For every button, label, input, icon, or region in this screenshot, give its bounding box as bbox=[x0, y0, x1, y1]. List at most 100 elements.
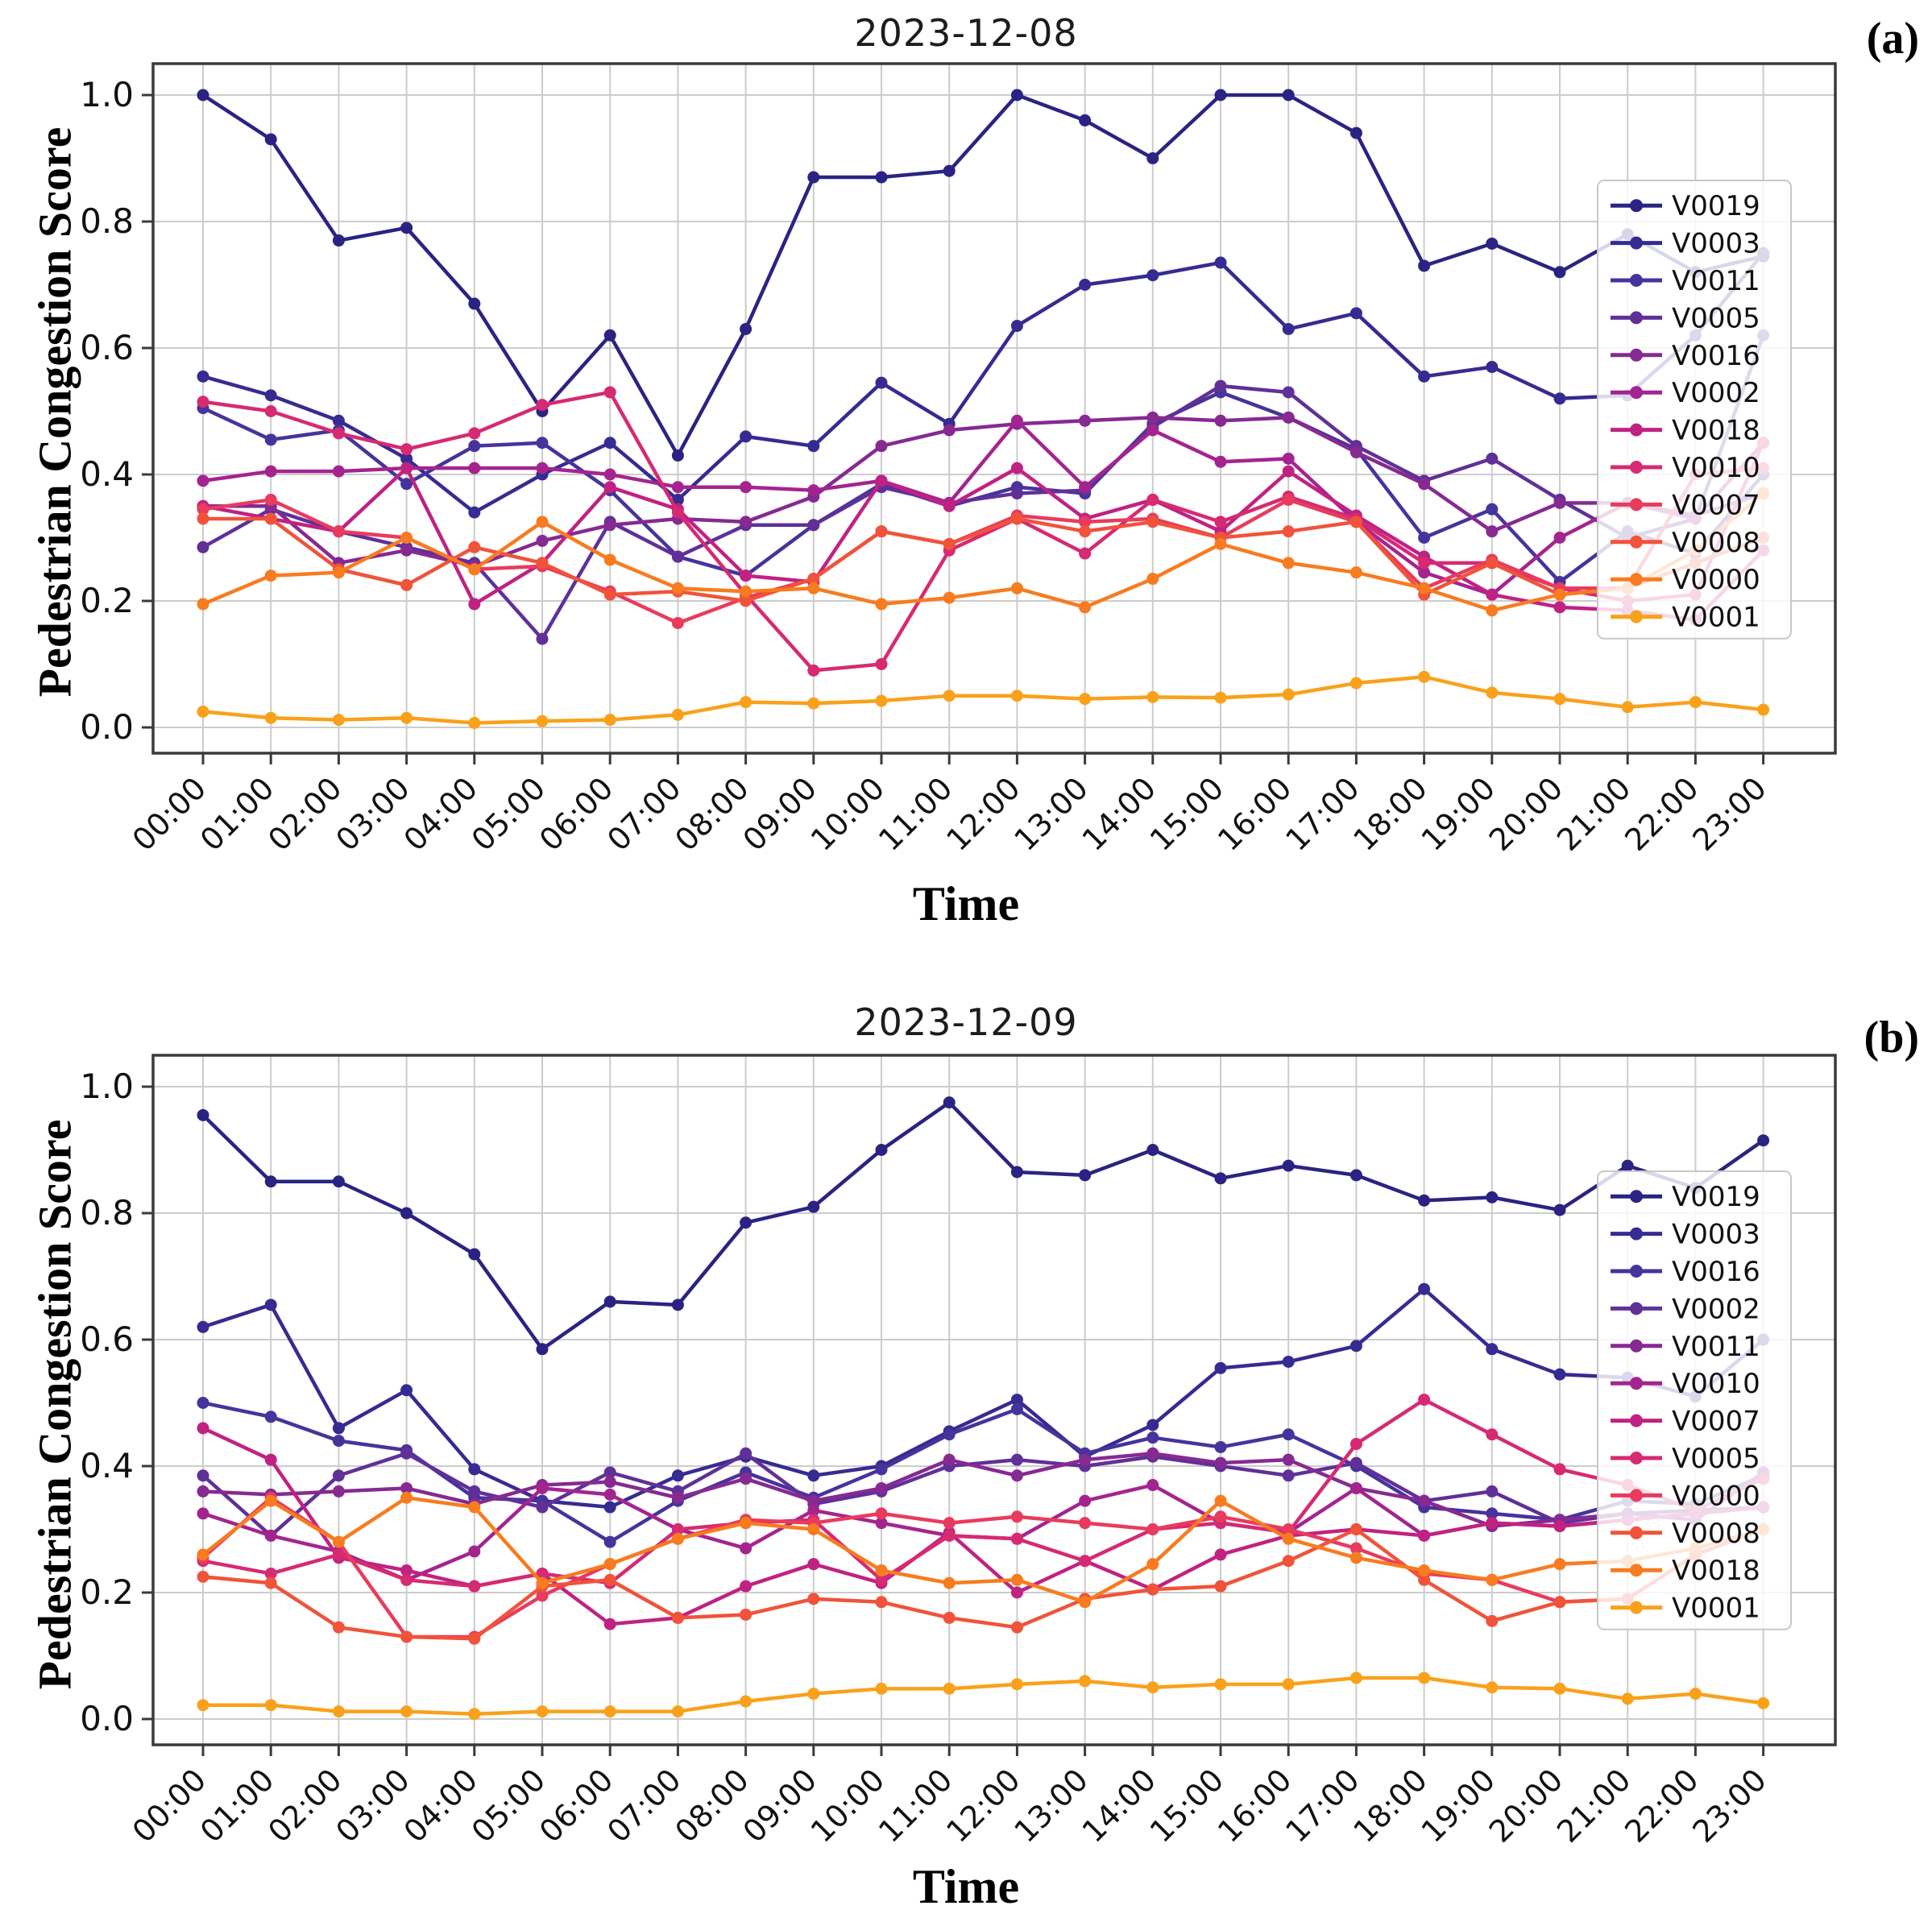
data-point bbox=[875, 1596, 888, 1609]
data-point bbox=[264, 1494, 277, 1507]
data-point bbox=[468, 563, 481, 576]
data-point bbox=[807, 1523, 820, 1535]
data-point bbox=[400, 222, 413, 234]
x-tick-label: 22:00 bbox=[1618, 1762, 1706, 1850]
data-point bbox=[197, 1469, 209, 1482]
data-point bbox=[1079, 1169, 1092, 1182]
data-point bbox=[197, 541, 209, 553]
legend-label: V0018 bbox=[1672, 1555, 1760, 1587]
x-tick-label: 05:00 bbox=[465, 1762, 553, 1850]
legend-entry-V0002: V0002 bbox=[1611, 1293, 1760, 1325]
data-point bbox=[671, 550, 684, 563]
data-point bbox=[1146, 1583, 1159, 1596]
data-point bbox=[1486, 1681, 1499, 1694]
axis-ticks: 00:0001:0002:0003:0004:0005:0006:0007:00… bbox=[80, 75, 1773, 858]
legend-label: V0008 bbox=[1672, 1518, 1760, 1550]
data-point bbox=[1282, 89, 1295, 101]
y-tick-label: 0.8 bbox=[80, 201, 134, 241]
data-point bbox=[603, 1501, 616, 1514]
x-tick-label: 18:00 bbox=[1346, 1762, 1434, 1850]
data-point bbox=[536, 715, 549, 727]
data-point bbox=[1486, 1507, 1499, 1520]
series-line-V0003 bbox=[201, 1286, 1765, 1510]
data-point bbox=[264, 433, 277, 446]
legend-marker bbox=[1630, 1489, 1643, 1502]
x-tick-label: 01:00 bbox=[193, 1762, 281, 1850]
data-point bbox=[536, 437, 549, 449]
data-point bbox=[197, 1507, 209, 1520]
data-point bbox=[1214, 1494, 1227, 1507]
data-point bbox=[1079, 1675, 1092, 1688]
data-point bbox=[264, 465, 277, 478]
data-point bbox=[1079, 481, 1092, 494]
data-point bbox=[943, 591, 956, 604]
legend-marker bbox=[1630, 236, 1643, 250]
data-point bbox=[740, 1580, 752, 1593]
data-point bbox=[536, 399, 549, 412]
data-point bbox=[1146, 1447, 1159, 1460]
x-tick-label: 12:00 bbox=[939, 1762, 1027, 1850]
legend-box bbox=[1597, 180, 1792, 640]
data-point bbox=[671, 449, 684, 462]
data-point bbox=[1010, 462, 1023, 474]
data-point bbox=[1689, 1688, 1702, 1701]
data-point bbox=[400, 1481, 413, 1494]
legend-label: V0002 bbox=[1672, 377, 1760, 409]
x-tick-label: 15:00 bbox=[1143, 1762, 1231, 1850]
series-V0019 bbox=[197, 1096, 1770, 1356]
data-point bbox=[603, 437, 616, 449]
data-point bbox=[332, 1435, 345, 1448]
data-point bbox=[1418, 670, 1431, 683]
data-point bbox=[1282, 525, 1295, 538]
data-point bbox=[1010, 1586, 1023, 1599]
data-point bbox=[943, 1096, 956, 1109]
data-point bbox=[197, 1699, 209, 1712]
data-point bbox=[1418, 1282, 1431, 1295]
data-point bbox=[1349, 1438, 1362, 1451]
data-point bbox=[1486, 452, 1499, 465]
x-tick-label: 22:00 bbox=[1618, 770, 1706, 858]
data-point bbox=[264, 1576, 277, 1589]
data-point bbox=[603, 588, 616, 601]
data-point bbox=[1553, 1596, 1566, 1609]
legend-label: V0011 bbox=[1672, 1331, 1760, 1363]
x-tick-label: 09:00 bbox=[736, 1762, 824, 1850]
legend: V0019 V0003 V0016 V0002 V0011 V0010 V0007 V0005… bbox=[1597, 1170, 1792, 1630]
data-point bbox=[1282, 1428, 1295, 1441]
legend-entry-V0011: V0011 bbox=[1611, 265, 1760, 297]
legend-label: V0005 bbox=[1672, 302, 1760, 334]
data-point bbox=[468, 297, 481, 310]
legend-entry-V0007: V0007 bbox=[1611, 1406, 1760, 1438]
data-point bbox=[1010, 690, 1023, 702]
data-point bbox=[1146, 690, 1159, 703]
series-line-V0016 bbox=[201, 1401, 1765, 1544]
data-point bbox=[1418, 1194, 1431, 1207]
x-tick-label: 06:00 bbox=[533, 770, 620, 858]
chart-title-a: 2023-12-08 bbox=[854, 11, 1078, 55]
series-V0001 bbox=[197, 670, 1770, 730]
x-tick-label: 11:00 bbox=[872, 1762, 960, 1850]
data-point bbox=[807, 171, 820, 184]
data-point bbox=[1010, 1621, 1023, 1634]
data-point bbox=[603, 519, 616, 532]
series-line-V0018 bbox=[201, 1496, 1765, 1605]
data-point bbox=[197, 1397, 209, 1409]
legend-label: V0019 bbox=[1672, 190, 1760, 222]
data-point bbox=[400, 478, 413, 491]
data-point bbox=[1282, 1355, 1295, 1368]
data-point bbox=[1010, 1510, 1023, 1523]
data-point bbox=[468, 1501, 481, 1514]
x-axis-label-a: Time bbox=[912, 877, 1020, 930]
data-point bbox=[400, 1207, 413, 1220]
data-point bbox=[1214, 256, 1227, 269]
data-point bbox=[1010, 414, 1023, 427]
data-point bbox=[1349, 1481, 1362, 1494]
data-point bbox=[740, 1608, 752, 1621]
legend-label: V0008 bbox=[1672, 527, 1760, 559]
data-point bbox=[1486, 1485, 1499, 1498]
data-point bbox=[1079, 693, 1092, 706]
data-point bbox=[1079, 114, 1092, 126]
data-point bbox=[807, 1494, 820, 1507]
legend-marker bbox=[1630, 1190, 1643, 1203]
data-point bbox=[1146, 493, 1159, 506]
